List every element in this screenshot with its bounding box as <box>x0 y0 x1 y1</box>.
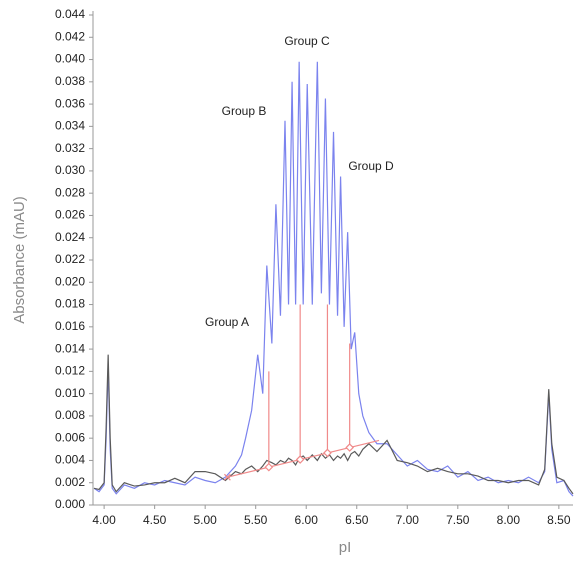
y-tick-label: 0.030 <box>55 163 85 177</box>
y-tick-label: 0.016 <box>55 319 85 333</box>
drop-marker <box>345 443 355 452</box>
y-tick-label: 0.038 <box>55 74 85 88</box>
x-tick-label: 6.50 <box>345 513 369 527</box>
y-tick-label: 0.024 <box>55 230 85 244</box>
group-label: Group B <box>222 104 267 118</box>
y-tick-label: 0.026 <box>55 208 85 222</box>
y-tick-label: 0.032 <box>55 141 85 155</box>
x-tick-label: 4.50 <box>143 513 167 527</box>
trace <box>93 354 574 495</box>
x-tick-label: 4.00 <box>92 513 116 527</box>
x-tick-label: 6.00 <box>295 513 319 527</box>
x-tick-label: 7.00 <box>396 513 420 527</box>
x-tick-label: 8.00 <box>497 513 521 527</box>
y-tick-label: 0.020 <box>55 274 85 288</box>
y-tick-label: 0.040 <box>55 52 85 66</box>
y-tick-label: 0.012 <box>55 364 85 378</box>
y-tick-label: 0.010 <box>55 386 85 400</box>
y-tick-label: 0.014 <box>55 341 85 355</box>
x-tick-label: 8.50 <box>547 513 571 527</box>
y-tick-label: 0.006 <box>55 430 85 444</box>
y-tick-label: 0.008 <box>55 408 85 422</box>
trace <box>93 61 574 497</box>
y-tick-label: 0.044 <box>55 7 85 21</box>
y-tick-label: 0.042 <box>55 29 85 43</box>
y-tick-label: 0.004 <box>55 453 85 467</box>
x-tick-label: 5.50 <box>244 513 268 527</box>
y-axis-title: Absorbance (mAU) <box>11 196 28 324</box>
x-tick-label: 7.50 <box>446 513 470 527</box>
baseline-start-marker <box>223 473 231 481</box>
group-label: Group A <box>205 315 249 329</box>
y-tick-label: 0.028 <box>55 185 85 199</box>
y-tick-label: 0.034 <box>55 119 85 133</box>
group-label: Group C <box>284 34 330 48</box>
group-label: Group D <box>348 159 394 173</box>
x-axis-title: pI <box>339 539 352 556</box>
y-tick-label: 0.022 <box>55 252 85 266</box>
drop-marker <box>264 462 274 472</box>
drop-marker <box>295 455 305 464</box>
y-tick-label: 0.036 <box>55 96 85 110</box>
x-tick-label: 5.00 <box>193 513 217 527</box>
y-tick-label: 0.000 <box>55 497 85 511</box>
y-tick-label: 0.002 <box>55 475 85 489</box>
drop-marker <box>323 448 332 458</box>
y-tick-label: 0.018 <box>55 297 85 311</box>
